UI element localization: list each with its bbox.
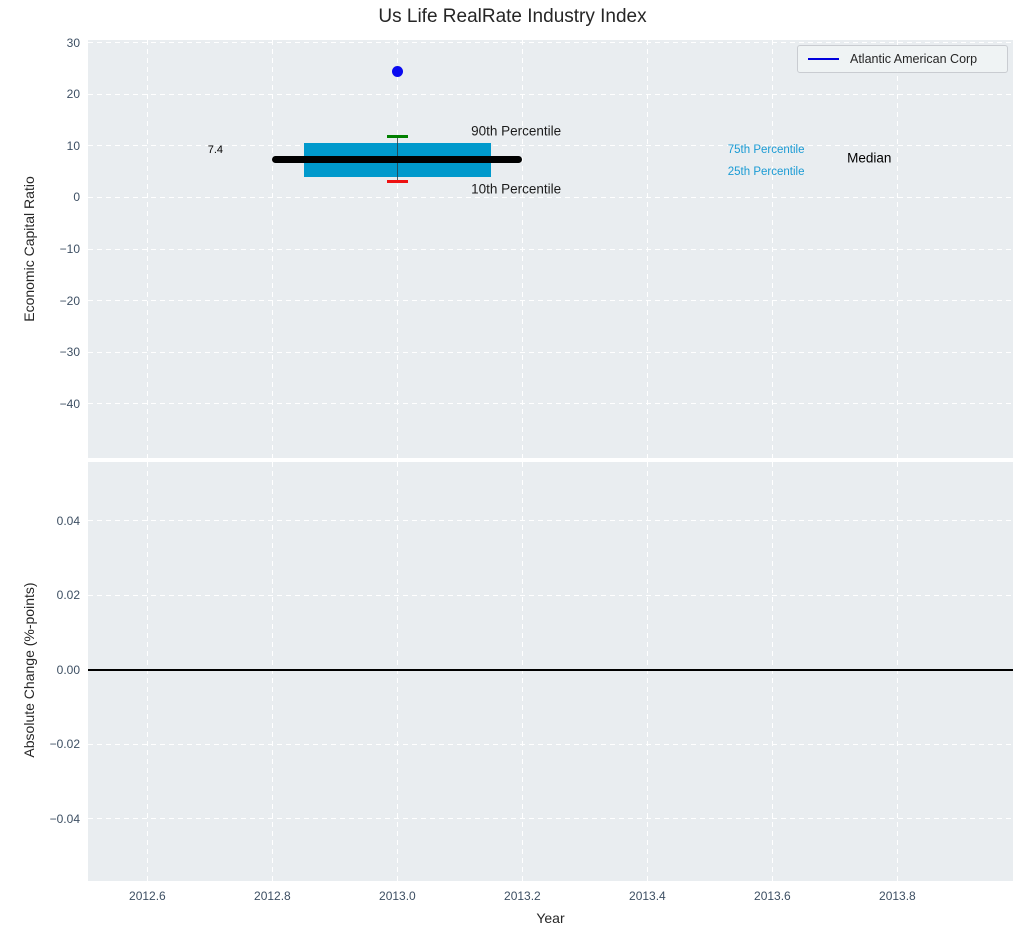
legend-label: Atlantic American Corp — [850, 52, 978, 66]
gridline-h — [88, 42, 1013, 44]
gridline-v — [271, 462, 273, 881]
x-tick-label: 2012.8 — [254, 889, 291, 903]
gridline-v — [771, 462, 773, 881]
gridline-h — [88, 743, 1013, 745]
x-tick-label: 2013.4 — [629, 889, 666, 903]
p90-cap — [386, 135, 408, 138]
x-tick-label: 2013.8 — [879, 889, 916, 903]
legend-line-swatch — [808, 58, 839, 60]
p10-cap — [386, 179, 408, 183]
y-tick-label: −0.02 — [49, 737, 80, 752]
y-tick-label: 0.02 — [56, 588, 80, 603]
x-tick-label: 2013.2 — [504, 889, 541, 903]
y-tick-label: 0.04 — [56, 513, 80, 528]
legend: Atlantic American Corp — [797, 45, 1008, 73]
y-tick-label: −40 — [59, 396, 80, 411]
median-line — [272, 155, 523, 163]
gridline-v — [896, 462, 898, 881]
annotation-90th-percentile: 90th Percentile — [471, 123, 562, 139]
y-tick-label: −10 — [59, 242, 80, 256]
gridline-h — [88, 520, 1013, 522]
annotation-75th-percentile: 75th Percentile — [727, 143, 805, 156]
gridline-v — [521, 462, 523, 881]
figure-title: Us Life RealRate Industry Index — [378, 6, 647, 27]
company-point — [391, 65, 403, 77]
x-tick-label: 2012.6 — [129, 889, 166, 903]
gridline-v — [146, 462, 148, 881]
y-tick-label: 10 — [66, 138, 80, 153]
gridline-h — [88, 594, 1013, 596]
gridline-h — [88, 93, 1013, 95]
top-plot: 7.4 90th Percentile 10th Percentile 75th Pe… — [88, 40, 1013, 458]
annotation-median: Median — [847, 150, 892, 166]
y-tick-label: 0.00 — [56, 662, 80, 677]
y-tick-label: 0 — [73, 190, 80, 205]
y-tick-label: −0.04 — [49, 811, 80, 826]
gridline-h — [88, 248, 1013, 250]
y-tick-label: 20 — [66, 87, 80, 102]
gridline-h — [88, 300, 1013, 302]
gridline-h — [88, 818, 1013, 820]
gridline-v — [396, 462, 398, 881]
gridline-h — [88, 403, 1013, 405]
gridline-h — [88, 196, 1013, 198]
annotation-7-4: 7.4 — [207, 143, 223, 156]
x-tick-label: 2013.6 — [754, 889, 791, 903]
y-tick-label: −20 — [59, 293, 80, 308]
bottom-plot — [88, 460, 1013, 881]
annotation-25th-percentile: 25th Percentile — [727, 165, 805, 178]
annotation-10th-percentile: 10th Percentile — [471, 181, 562, 197]
gridline-h — [88, 145, 1013, 147]
x-axis-label: Year — [536, 910, 565, 926]
gridline-h — [88, 351, 1013, 353]
y-tick-label: 30 — [66, 35, 80, 50]
y-tick-label: −30 — [59, 345, 80, 360]
gridline-v — [646, 462, 648, 881]
zero-line — [88, 669, 1013, 671]
x-tick-label: 2013.0 — [379, 889, 416, 903]
